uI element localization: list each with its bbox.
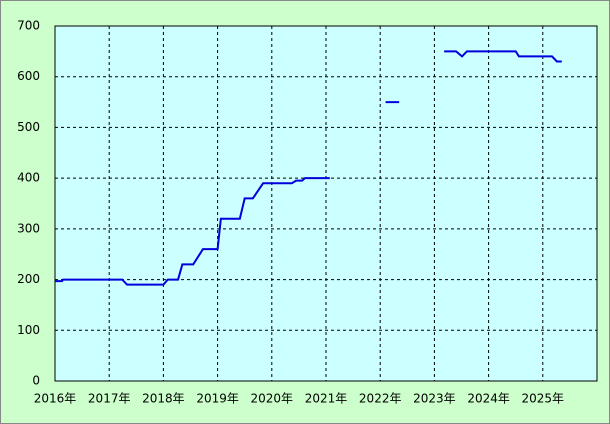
y-tick-label: 600 — [17, 69, 40, 83]
y-tick-label: 300 — [17, 221, 40, 235]
x-tick-label: 2024年 — [467, 392, 510, 406]
x-tick-label: 2018年 — [142, 392, 185, 406]
y-tick-label: 200 — [17, 272, 40, 286]
x-tick-label: 2016年 — [34, 392, 77, 406]
x-tick-label: 2020年 — [251, 392, 294, 406]
line-series — [55, 50, 562, 286]
y-tick-label: 100 — [17, 323, 40, 337]
y-tick-label: 700 — [17, 19, 40, 33]
y-tick-label: 0 — [32, 374, 40, 388]
x-tick-label: 2022年 — [359, 392, 402, 406]
x-tick-label: 2019年 — [196, 392, 239, 406]
x-tick-label: 2023年 — [413, 392, 456, 406]
x-tick-label: 2021年 — [305, 392, 348, 406]
x-tick-label: 2025年 — [522, 392, 565, 406]
x-tick-label: 2017年 — [88, 392, 131, 406]
y-tick-label: 400 — [17, 171, 40, 185]
y-tick-label: 500 — [17, 120, 40, 134]
plot-frame — [54, 25, 598, 382]
